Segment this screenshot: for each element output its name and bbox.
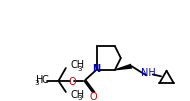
Text: H: H xyxy=(36,75,44,85)
Text: 3: 3 xyxy=(35,80,39,86)
Text: 3: 3 xyxy=(78,95,82,101)
Text: O: O xyxy=(68,77,76,87)
Text: CH: CH xyxy=(70,90,85,100)
Text: 3: 3 xyxy=(78,66,82,72)
Text: C: C xyxy=(42,75,48,85)
Text: O: O xyxy=(90,92,97,101)
Polygon shape xyxy=(115,64,132,70)
Text: CH: CH xyxy=(70,60,85,70)
Text: N: N xyxy=(92,64,100,74)
Text: NH: NH xyxy=(141,68,155,78)
